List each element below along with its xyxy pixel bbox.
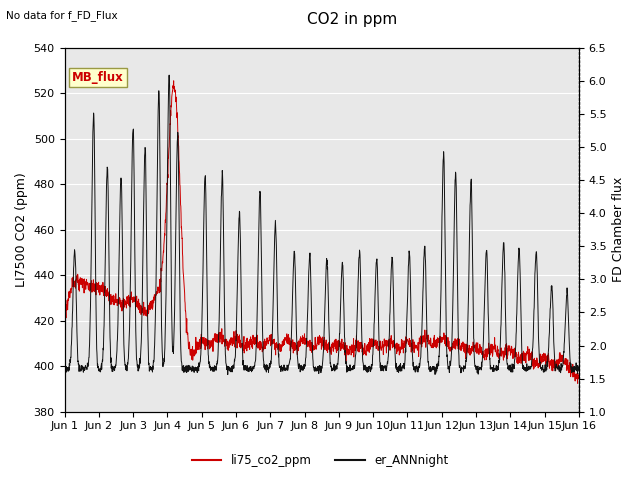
Text: MB_flux: MB_flux [72,71,124,84]
Y-axis label: LI7500 CO2 (ppm): LI7500 CO2 (ppm) [15,172,28,287]
Text: CO2 in ppm: CO2 in ppm [307,12,397,27]
Y-axis label: FD Chamber flux: FD Chamber flux [612,177,625,282]
Text: No data for f_FD_Flux: No data for f_FD_Flux [6,10,118,21]
Legend: li75_co2_ppm, er_ANNnight: li75_co2_ppm, er_ANNnight [187,449,453,472]
